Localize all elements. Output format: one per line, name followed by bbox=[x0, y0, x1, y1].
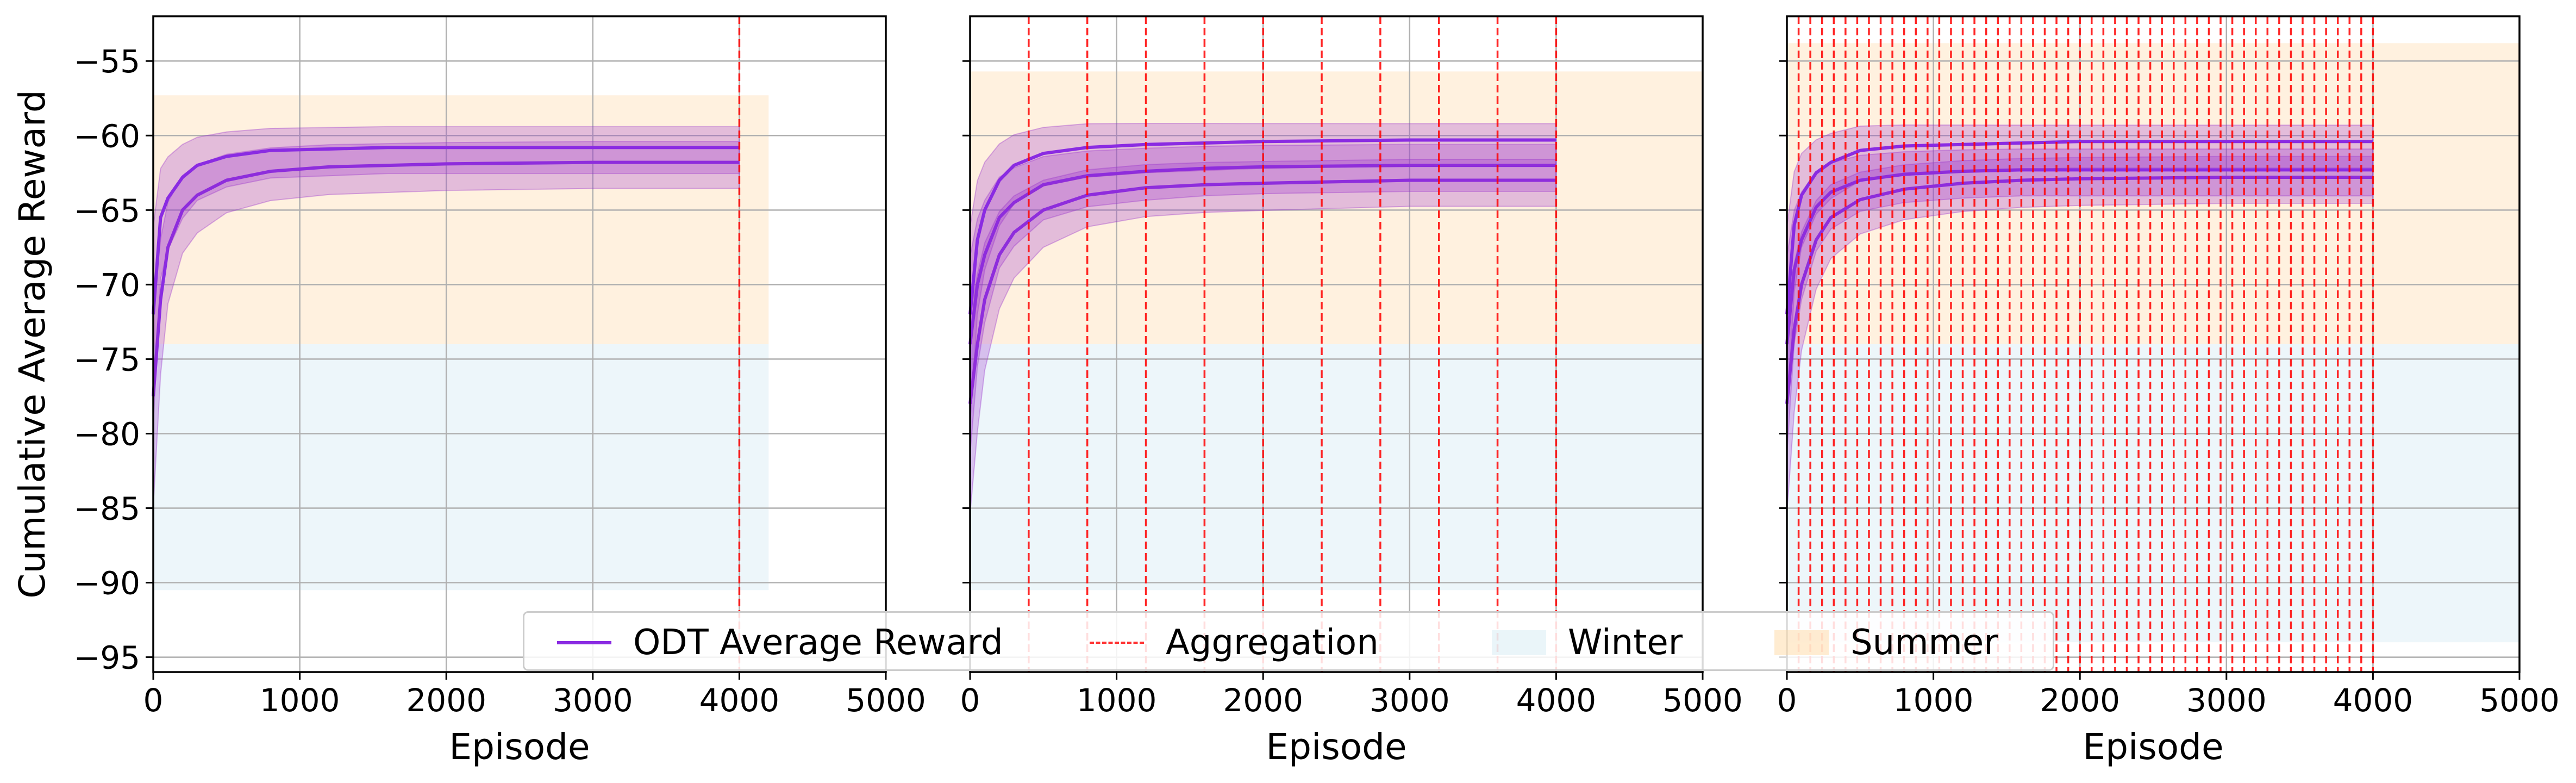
y-tick-label: −70 bbox=[74, 266, 140, 303]
x-tick-label: 1000 bbox=[260, 682, 340, 719]
plot-frame bbox=[969, 15, 1704, 673]
legend: ODT Average Reward Aggregation Winter Su… bbox=[523, 611, 2054, 671]
summer-band bbox=[970, 71, 1703, 344]
y-axis-label: Cumulative Average Reward bbox=[11, 90, 53, 598]
chart-panel-middle: 0 1000 2000 3000 4000 5000 Episode bbox=[960, 15, 1743, 768]
legend-label-winter: Winter bbox=[1568, 623, 1683, 663]
legend-label-summer: Summer bbox=[1850, 623, 1998, 663]
legend-item-aggregation: Aggregation bbox=[1090, 613, 1379, 673]
series-line bbox=[968, 178, 1556, 405]
chart-panel-left: 0 1000 2000 3000 4000 5000 −55 −60 −65 −70 −75 −80 −… bbox=[11, 15, 926, 768]
series-line bbox=[1785, 140, 2373, 315]
x-tick-label: 3000 bbox=[553, 682, 633, 719]
legend-winter-swatch bbox=[1492, 630, 1546, 655]
series-line bbox=[152, 146, 740, 315]
series-line bbox=[1785, 168, 2373, 345]
x-tick-label: 5000 bbox=[1662, 682, 1743, 719]
legend-item-odt: ODT Average Reward bbox=[557, 613, 1003, 673]
x-tick-label: 4000 bbox=[699, 682, 780, 719]
x-tick-label: 3000 bbox=[1370, 682, 1450, 719]
x-tick-label: 2000 bbox=[2040, 682, 2120, 719]
legend-label-aggregation: Aggregation bbox=[1166, 623, 1379, 663]
y-tick-label: −60 bbox=[74, 117, 140, 154]
x-axis-label: Episode bbox=[1266, 726, 1406, 768]
x-tick-label: 4000 bbox=[2333, 682, 2414, 719]
series-line bbox=[968, 164, 1556, 345]
y-tick-label: −55 bbox=[74, 43, 140, 80]
chart-panel-right: 0 1000 2000 3000 4000 5000 Episode bbox=[1777, 15, 2560, 768]
summer-band bbox=[1787, 43, 2519, 344]
x-tick-label: 2000 bbox=[1223, 682, 1303, 719]
y-tick-label: −80 bbox=[74, 415, 140, 452]
series-line bbox=[152, 160, 740, 397]
legend-line-swatch bbox=[557, 641, 611, 644]
winter-band bbox=[153, 344, 769, 591]
x-tick-label: 1000 bbox=[1077, 682, 1157, 719]
winter-band bbox=[970, 344, 1703, 591]
x-tick-label: 0 bbox=[1777, 682, 1797, 719]
x-axis-label: Episode bbox=[449, 726, 590, 768]
x-tick-label: 2000 bbox=[406, 682, 486, 719]
plot-frame bbox=[152, 15, 887, 673]
x-tick-label: 4000 bbox=[1516, 682, 1597, 719]
y-tick-label: −85 bbox=[74, 490, 140, 527]
x-tick-label: 5000 bbox=[846, 682, 926, 719]
y-tick-label: −95 bbox=[74, 639, 140, 676]
confidence-band bbox=[153, 126, 740, 425]
x-axis-label: Episode bbox=[2083, 726, 2223, 768]
y-tick-label: −65 bbox=[74, 192, 140, 229]
legend-label-odt: ODT Average Reward bbox=[633, 623, 1003, 663]
plot-frame bbox=[1786, 15, 2521, 673]
legend-dash-swatch bbox=[1090, 642, 1144, 644]
legend-summer-swatch bbox=[1774, 630, 1829, 655]
winter-band bbox=[1787, 344, 2519, 643]
legend-item-summer: Summer bbox=[1774, 613, 1998, 673]
x-tick-label: 3000 bbox=[2186, 682, 2267, 719]
x-tick-label: 0 bbox=[143, 682, 164, 719]
summer-band bbox=[153, 95, 769, 344]
series-line bbox=[968, 138, 1556, 315]
series-line bbox=[1785, 176, 2373, 404]
y-tick-label: −75 bbox=[74, 341, 140, 378]
legend-item-winter: Winter bbox=[1492, 613, 1683, 673]
x-tick-label: 0 bbox=[960, 682, 980, 719]
y-tick-label: −90 bbox=[74, 565, 140, 602]
x-tick-label: 5000 bbox=[2479, 682, 2560, 719]
x-tick-label: 1000 bbox=[1893, 682, 1974, 719]
